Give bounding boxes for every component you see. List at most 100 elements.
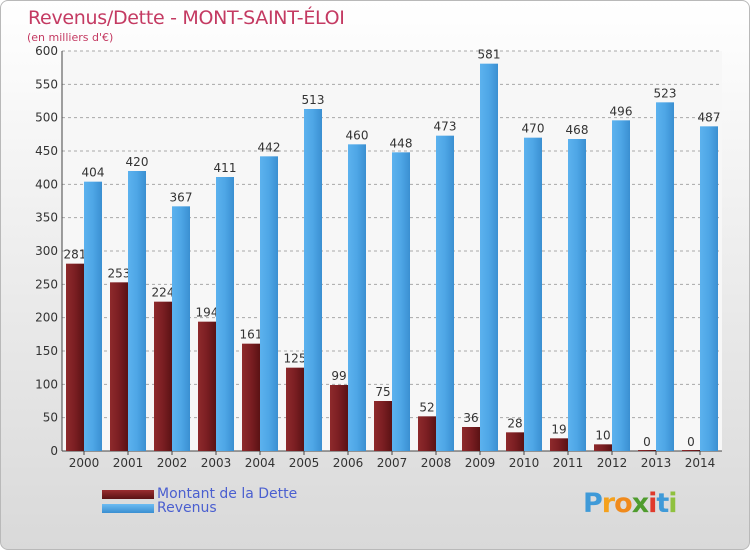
x-tick-label: 2004 bbox=[245, 456, 276, 470]
y-tick-label: 100 bbox=[35, 377, 58, 391]
value-label-dette: 28 bbox=[507, 416, 522, 430]
logo-letter: i bbox=[668, 488, 677, 519]
value-label-dette: 36 bbox=[463, 411, 478, 425]
value-label-revenus: 581 bbox=[478, 48, 501, 62]
value-label-dette: 281 bbox=[64, 248, 87, 262]
value-label-revenus: 496 bbox=[610, 104, 633, 118]
bar-revenus bbox=[84, 181, 102, 451]
bar-dette bbox=[110, 282, 128, 451]
value-label-dette: 125 bbox=[284, 352, 307, 366]
x-tick-label: 2000 bbox=[69, 456, 100, 470]
bar-revenus bbox=[656, 102, 674, 451]
value-label-dette: 75 bbox=[375, 385, 390, 399]
legend-swatch-dette bbox=[102, 490, 154, 499]
value-label-dette: 52 bbox=[419, 400, 434, 414]
bar-revenus bbox=[348, 144, 366, 452]
value-label-revenus: 473 bbox=[434, 120, 457, 134]
bar-dette bbox=[66, 263, 84, 451]
logo-letter: P bbox=[583, 488, 603, 519]
value-label-dette: 19 bbox=[551, 422, 566, 436]
logo-letter: i bbox=[648, 488, 657, 519]
bar-dette bbox=[638, 450, 656, 451]
y-tick-label: 400 bbox=[35, 177, 58, 191]
bar-revenus bbox=[700, 126, 718, 451]
bar-dette bbox=[198, 321, 216, 451]
bar-dette bbox=[462, 427, 480, 451]
bar-revenus bbox=[392, 152, 410, 452]
logo-letter: x bbox=[631, 488, 649, 519]
bar-dette bbox=[154, 301, 172, 451]
value-label-revenus: 442 bbox=[258, 140, 281, 154]
chart-subtitle: (en milliers d'€) bbox=[27, 31, 114, 44]
x-tick-label: 2012 bbox=[597, 456, 628, 470]
x-tick-label: 2013 bbox=[641, 456, 672, 470]
bar-dette bbox=[418, 416, 436, 451]
bar-revenus bbox=[524, 137, 542, 451]
bar-revenus bbox=[304, 109, 322, 451]
value-label-dette: 253 bbox=[108, 266, 131, 280]
value-label-revenus: 470 bbox=[522, 122, 545, 136]
x-tick-label: 2008 bbox=[421, 456, 452, 470]
bar-revenus bbox=[216, 177, 234, 451]
logo-letter: r bbox=[601, 488, 615, 519]
x-tick-label: 2005 bbox=[289, 456, 320, 470]
x-tick-label: 2014 bbox=[685, 456, 716, 470]
value-label-dette: 10 bbox=[595, 428, 610, 442]
value-label-revenus: 513 bbox=[302, 93, 325, 107]
y-tick-label: 550 bbox=[35, 77, 58, 91]
value-label-revenus: 448 bbox=[390, 136, 413, 150]
logo-letter: t bbox=[656, 488, 669, 519]
value-label-dette: 0 bbox=[643, 435, 651, 449]
x-tick-label: 2011 bbox=[553, 456, 584, 470]
value-label-revenus: 367 bbox=[170, 190, 193, 204]
bar-revenus bbox=[260, 156, 278, 452]
bar-dette bbox=[286, 367, 304, 451]
value-label-revenus: 468 bbox=[566, 123, 589, 137]
bar-revenus bbox=[436, 135, 454, 451]
bar-dette bbox=[374, 401, 392, 451]
x-tick-label: 2001 bbox=[113, 456, 144, 470]
value-label-revenus: 487 bbox=[698, 110, 721, 124]
bar-revenus bbox=[172, 206, 190, 451]
y-tick-label: 250 bbox=[35, 277, 58, 291]
bar-revenus bbox=[128, 171, 146, 451]
x-tick-label: 2009 bbox=[465, 456, 496, 470]
bar-dette bbox=[594, 444, 612, 451]
y-tick-label: 50 bbox=[43, 411, 58, 425]
y-tick-label: 300 bbox=[35, 244, 58, 258]
value-label-dette: 0 bbox=[687, 435, 695, 449]
x-tick-label: 2003 bbox=[201, 456, 232, 470]
y-tick-label: 150 bbox=[35, 344, 58, 358]
legend-label-revenus: Revenus bbox=[157, 500, 217, 516]
legend-label-dette: Montant de la Dette bbox=[157, 486, 298, 502]
value-label-revenus: 411 bbox=[214, 161, 237, 175]
value-label-dette: 224 bbox=[152, 286, 175, 300]
bar-revenus bbox=[480, 63, 498, 452]
bar-dette bbox=[682, 450, 700, 451]
bar-revenus bbox=[568, 139, 586, 451]
value-label-revenus: 460 bbox=[346, 128, 369, 142]
value-label-dette: 99 bbox=[331, 369, 346, 383]
legend-swatch-revenus bbox=[102, 504, 154, 513]
x-tick-label: 2007 bbox=[377, 456, 408, 470]
chart-title: Revenus/Dette - MONT-SAINT-ÉLOI bbox=[28, 7, 345, 29]
y-tick-label: 450 bbox=[35, 144, 58, 158]
logo-letter: o bbox=[614, 488, 633, 519]
bar-revenus bbox=[612, 120, 630, 451]
x-tick-label: 2002 bbox=[157, 456, 188, 470]
bar-dette bbox=[330, 385, 348, 451]
value-label-dette: 194 bbox=[196, 306, 219, 320]
y-tick-label: 0 bbox=[50, 444, 58, 458]
value-label-revenus: 420 bbox=[126, 155, 149, 169]
value-label-dette: 161 bbox=[240, 328, 263, 342]
bar-dette bbox=[242, 343, 260, 451]
y-tick-label: 500 bbox=[35, 111, 58, 125]
value-label-revenus: 523 bbox=[654, 86, 677, 100]
x-tick-label: 2006 bbox=[333, 456, 364, 470]
y-tick-label: 600 bbox=[35, 44, 58, 58]
y-tick-label: 350 bbox=[35, 211, 58, 225]
bar-dette bbox=[506, 432, 524, 451]
bar-dette bbox=[550, 438, 568, 451]
